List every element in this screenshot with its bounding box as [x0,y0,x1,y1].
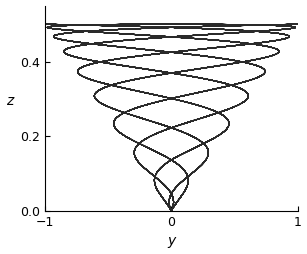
X-axis label: y: y [167,234,176,248]
Y-axis label: z: z [6,94,13,108]
